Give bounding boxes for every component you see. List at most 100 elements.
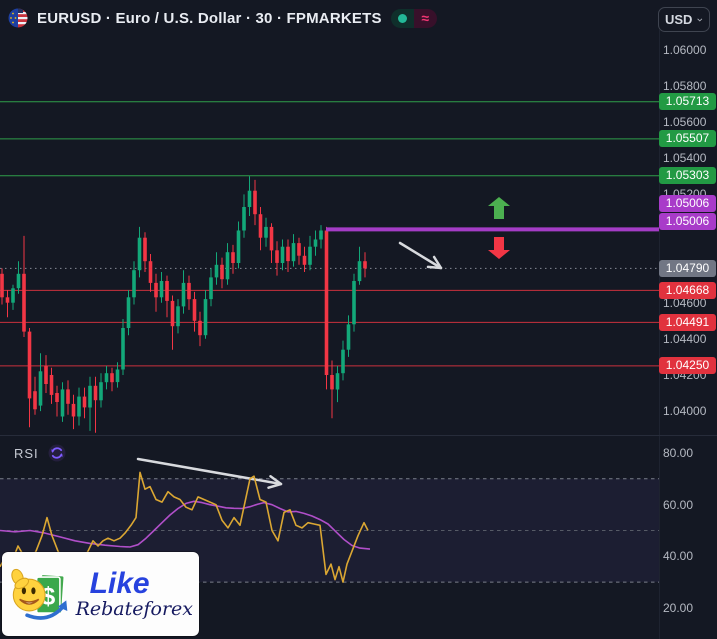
candle-body bbox=[170, 300, 175, 327]
rsi-tick-label: 60.00 bbox=[663, 497, 694, 512]
candle-body bbox=[330, 375, 334, 390]
candle-body bbox=[16, 273, 21, 289]
rsi-tick-label: 40.00 bbox=[663, 549, 694, 564]
candle-body bbox=[324, 230, 329, 375]
pane-divider[interactable] bbox=[0, 435, 717, 436]
candle-body bbox=[346, 324, 351, 350]
candle-body bbox=[143, 237, 147, 262]
candle-body bbox=[363, 261, 367, 269]
candle-body bbox=[286, 246, 290, 262]
candles-group bbox=[0, 176, 367, 433]
rsi-header: RSI bbox=[14, 444, 66, 462]
candle-body bbox=[22, 273, 26, 332]
candle-body bbox=[121, 328, 125, 370]
candle-body bbox=[302, 255, 307, 265]
candle-body bbox=[275, 250, 279, 263]
approx-icon: ≈ bbox=[421, 10, 430, 26]
price-badge-support: 1.04668 bbox=[659, 281, 716, 299]
candle-body bbox=[49, 375, 54, 395]
candle-body bbox=[225, 252, 230, 280]
price-badge-trendline: 1.05006 bbox=[659, 212, 716, 230]
candle-body bbox=[220, 264, 224, 280]
symbol-header: EURUSD · Euro / U.S. Dollar · 30 · FPMAR… bbox=[8, 7, 437, 29]
logo-rebateforex-text: Rebateforex bbox=[75, 597, 193, 620]
price-tick-label: 1.04400 bbox=[663, 331, 707, 346]
candle-body bbox=[236, 230, 241, 263]
signal-arrow-down[interactable] bbox=[488, 237, 510, 259]
price-badge-support: 1.04491 bbox=[659, 313, 716, 331]
market-open-indicator[interactable] bbox=[390, 8, 414, 28]
price-tick-label: 1.05800 bbox=[663, 79, 707, 93]
candle-body bbox=[99, 382, 103, 401]
data-delay-indicator[interactable]: ≈ bbox=[413, 8, 437, 28]
currency-label: USD bbox=[665, 12, 693, 27]
candle-body bbox=[88, 385, 92, 408]
candle-body bbox=[165, 281, 169, 301]
logo-smiley-icon: $ bbox=[11, 568, 68, 620]
price-tick-label: 1.04600 bbox=[663, 295, 707, 310]
candle-body bbox=[55, 393, 59, 402]
candle-body bbox=[181, 282, 186, 307]
price-tick-label: 1.05600 bbox=[663, 115, 707, 130]
currency-dropdown[interactable]: USD bbox=[658, 7, 710, 32]
candle-body bbox=[104, 373, 109, 383]
candle-body bbox=[203, 299, 208, 336]
candle-body bbox=[110, 373, 114, 383]
candle-body bbox=[242, 207, 246, 231]
drawn-arrow[interactable] bbox=[398, 241, 443, 270]
rsi-refresh-icon[interactable] bbox=[48, 444, 66, 462]
drawn-arrow[interactable] bbox=[136, 457, 283, 489]
price-axis-divider bbox=[659, 30, 660, 639]
rsi-label: RSI bbox=[14, 445, 39, 461]
logo-like-text: Like bbox=[89, 567, 150, 601]
chevron-down-icon bbox=[697, 17, 703, 22]
candle-body bbox=[148, 261, 153, 283]
price-tick-label: 1.06000 bbox=[663, 42, 707, 57]
price-badge-support: 1.04250 bbox=[659, 357, 716, 375]
rebateforex-logo: $ Like Rebateforex bbox=[2, 552, 199, 636]
candle-body bbox=[71, 403, 76, 417]
candle-body bbox=[11, 288, 15, 303]
symbol-title: EURUSD · Euro / U.S. Dollar · 30 · FPMAR… bbox=[37, 9, 382, 27]
candle-body bbox=[77, 396, 81, 417]
candle-body bbox=[341, 349, 345, 374]
market-status-pills[interactable]: ≈ bbox=[390, 8, 437, 28]
candle-body bbox=[313, 239, 318, 247]
candle-body bbox=[357, 261, 362, 282]
candle-body bbox=[198, 320, 202, 336]
candle-body bbox=[38, 371, 43, 406]
candle-body bbox=[154, 282, 158, 298]
candle-body bbox=[60, 389, 65, 417]
signal-arrow-up[interactable] bbox=[488, 197, 510, 219]
price-tick-label: 1.05400 bbox=[663, 151, 707, 166]
candle-body bbox=[280, 246, 285, 263]
candle-body bbox=[253, 190, 257, 215]
candle-body bbox=[126, 297, 131, 328]
candle-body bbox=[247, 190, 252, 207]
symbol-flag-icon bbox=[8, 8, 28, 28]
candle-body bbox=[132, 270, 136, 298]
candle-body bbox=[33, 391, 37, 410]
candle-body bbox=[115, 369, 120, 383]
candle-body bbox=[137, 237, 142, 271]
candle-body bbox=[44, 365, 48, 384]
candle-body bbox=[93, 385, 98, 401]
candle-body bbox=[192, 299, 197, 321]
candle-body bbox=[352, 281, 356, 325]
price-badge-last-price: 1.04790 bbox=[659, 259, 716, 277]
candle-body bbox=[0, 273, 4, 298]
candle-body bbox=[214, 264, 219, 278]
rsi-ma-line[interactable] bbox=[0, 500, 371, 550]
market-open-dot-icon bbox=[397, 13, 407, 23]
candle-body bbox=[159, 281, 164, 298]
candle-body bbox=[291, 243, 296, 262]
candle-body bbox=[66, 389, 70, 404]
rsi-tick-label: 80.00 bbox=[663, 446, 694, 460]
candle-body bbox=[258, 214, 263, 238]
candle-body bbox=[176, 306, 180, 327]
candle-body bbox=[319, 230, 323, 240]
price-badge-resistance: 1.05713 bbox=[659, 93, 716, 111]
svg-text:$: $ bbox=[41, 583, 55, 611]
